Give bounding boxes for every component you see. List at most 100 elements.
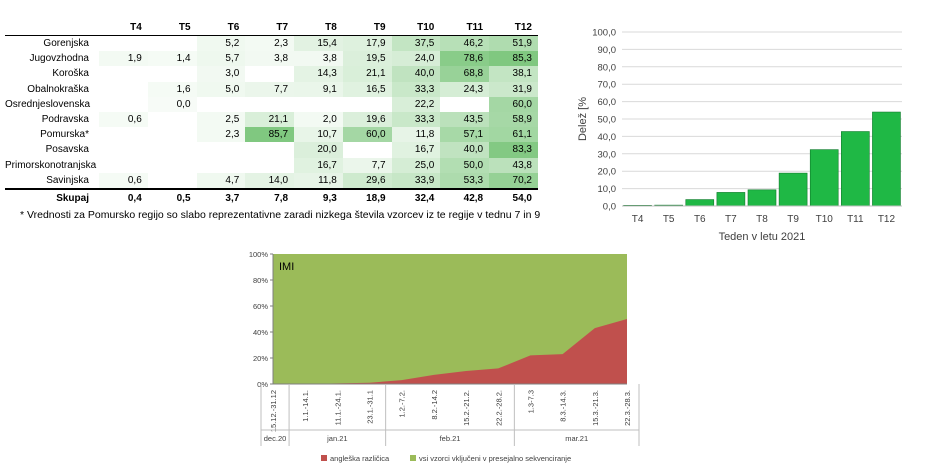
x-tick-label: 1.2.-7.2. xyxy=(398,390,407,418)
table-cell: 2,0 xyxy=(294,111,343,128)
y-tick-label: 20,0 xyxy=(598,167,617,178)
table-cell: 18,9 xyxy=(342,187,392,207)
table-cell xyxy=(148,127,197,142)
y-tick-label: 40,0 xyxy=(598,132,617,143)
x-tick-label: 23.1.-31.1 xyxy=(366,390,375,424)
x-tick-label: 11.1.-24.1. xyxy=(333,390,342,425)
table-cell: 60,0 xyxy=(342,127,392,143)
x-tick-label: T7 xyxy=(725,214,737,225)
table-cell: 1,4 xyxy=(147,51,197,67)
region-label: Primorskonotranjska xyxy=(5,159,97,171)
table-cell: 0,6 xyxy=(99,111,148,128)
table-row: Pomurska* 2,3 85,7 10,7 60,0 11,8 57,1 61,1 xyxy=(5,127,538,143)
table-cell: 85,3 xyxy=(489,51,538,67)
region-label: Osrednjeslovenska xyxy=(5,98,91,110)
table-cell: 5,0 xyxy=(196,81,246,97)
table-cell: 0,4 xyxy=(99,187,148,207)
table-cell xyxy=(148,173,197,189)
x-tick-label: T9 xyxy=(787,214,799,225)
table-cell: 17,9 xyxy=(342,35,392,52)
table-cell xyxy=(99,66,148,81)
table-cell: 22,2 xyxy=(391,96,441,112)
y-tick-label: 60% xyxy=(253,302,268,311)
table-row: Obalnokraška 1,6 5,0 7,7 9,1 16,5 33,3 24,3 31,9 xyxy=(5,81,538,97)
x-tick-label: 22.2.-28.2. xyxy=(494,390,503,426)
table-cell: 68,8 xyxy=(440,66,490,82)
table-cell: 9,3 xyxy=(294,187,343,207)
table-cell: 40,0 xyxy=(391,66,441,82)
table-cell xyxy=(197,97,246,112)
x-tick-label: 15.3.-21.3. xyxy=(591,390,600,426)
bar xyxy=(716,192,746,207)
table-cell: 7,7 xyxy=(342,157,392,173)
y-tick-label: 70,0 xyxy=(598,80,617,91)
x-tick-label: 1.3-7.3 xyxy=(526,390,535,413)
region-label: Gorenjska xyxy=(43,38,89,50)
x-tick-label: T11 xyxy=(847,214,864,225)
table-cell: 40,0 xyxy=(440,142,490,158)
y-tick-label: 80,0 xyxy=(598,62,617,73)
x-tick-label: 15.2.-21.2. xyxy=(462,390,471,426)
table-cell xyxy=(245,142,294,157)
table-row: Osrednjeslovenska 0,0 22,2 60,0 xyxy=(5,96,538,112)
table-cell: 20,0 xyxy=(294,142,343,158)
bar xyxy=(778,172,808,207)
table-cell xyxy=(99,142,148,157)
bar xyxy=(841,131,870,207)
region-label: Savinjska xyxy=(46,174,89,186)
y-tick-label: 40% xyxy=(253,328,268,337)
table-cell xyxy=(343,142,392,157)
table-cell xyxy=(245,66,294,81)
y-tick-label: 0,0 xyxy=(603,202,616,213)
legend-label: angleška različica xyxy=(330,454,390,463)
region-label: Podravska xyxy=(41,114,89,126)
table-cell: 3,8 xyxy=(294,51,343,67)
x-tick-label: T10 xyxy=(816,214,834,225)
x-tick-label: T5 xyxy=(663,214,675,225)
y-tick-label: 50,0 xyxy=(598,115,617,126)
table-cell: 25,0 xyxy=(391,157,441,173)
x-tick-label: T12 xyxy=(878,214,896,225)
table-cell: 38,1 xyxy=(489,66,538,82)
bar xyxy=(685,199,715,207)
table-cell: 0,6 xyxy=(99,172,148,189)
table-cell: 42,8 xyxy=(440,187,490,207)
region-label: Pomurska* xyxy=(40,129,89,141)
x-tick-label: T4 xyxy=(632,214,644,225)
table-cell xyxy=(99,97,148,112)
table-cell: 11,8 xyxy=(391,127,441,143)
header-week: T11 xyxy=(440,20,490,36)
legend-swatch xyxy=(321,455,327,461)
bar xyxy=(747,189,777,207)
y-tick-label: 0% xyxy=(257,380,268,389)
table-cell: 21,1 xyxy=(342,66,392,82)
bar xyxy=(872,111,901,207)
bar xyxy=(809,149,839,207)
table-cell xyxy=(440,97,489,112)
table-cell xyxy=(197,142,246,157)
table-cell xyxy=(148,66,197,81)
table-cell: 16,5 xyxy=(342,81,392,97)
x-group-label: mar.21 xyxy=(565,434,588,443)
table-cell: 37,5 xyxy=(391,35,441,52)
y-tick-label: 10,0 xyxy=(598,184,617,195)
x-group-label: feb.21 xyxy=(440,434,461,443)
table-cell: 57,1 xyxy=(440,127,490,143)
table-cell: 78,6 xyxy=(440,51,490,67)
table-cell: 0,5 xyxy=(147,187,197,207)
header-week: T6 xyxy=(196,20,246,36)
table-cell: 43,5 xyxy=(440,111,490,128)
table-cell xyxy=(148,36,197,52)
table-cell: 43,8 xyxy=(489,157,538,173)
header-week: T9 xyxy=(342,20,392,36)
table-cell: 60,0 xyxy=(489,96,538,112)
table-cell: 50,0 xyxy=(440,157,490,173)
table-row: Gorenjska 5,2 2,3 15,4 17,9 37,5 46,2 51,9 xyxy=(5,35,538,52)
table-cell xyxy=(294,97,343,112)
table-cell: 14,0 xyxy=(245,172,295,189)
area-english-variant xyxy=(273,319,627,384)
table-cell: 31,9 xyxy=(489,81,538,97)
table-cell: 29,6 xyxy=(342,172,392,189)
table-cell: 33,3 xyxy=(391,81,441,97)
y-tick-label: 80% xyxy=(253,276,268,285)
